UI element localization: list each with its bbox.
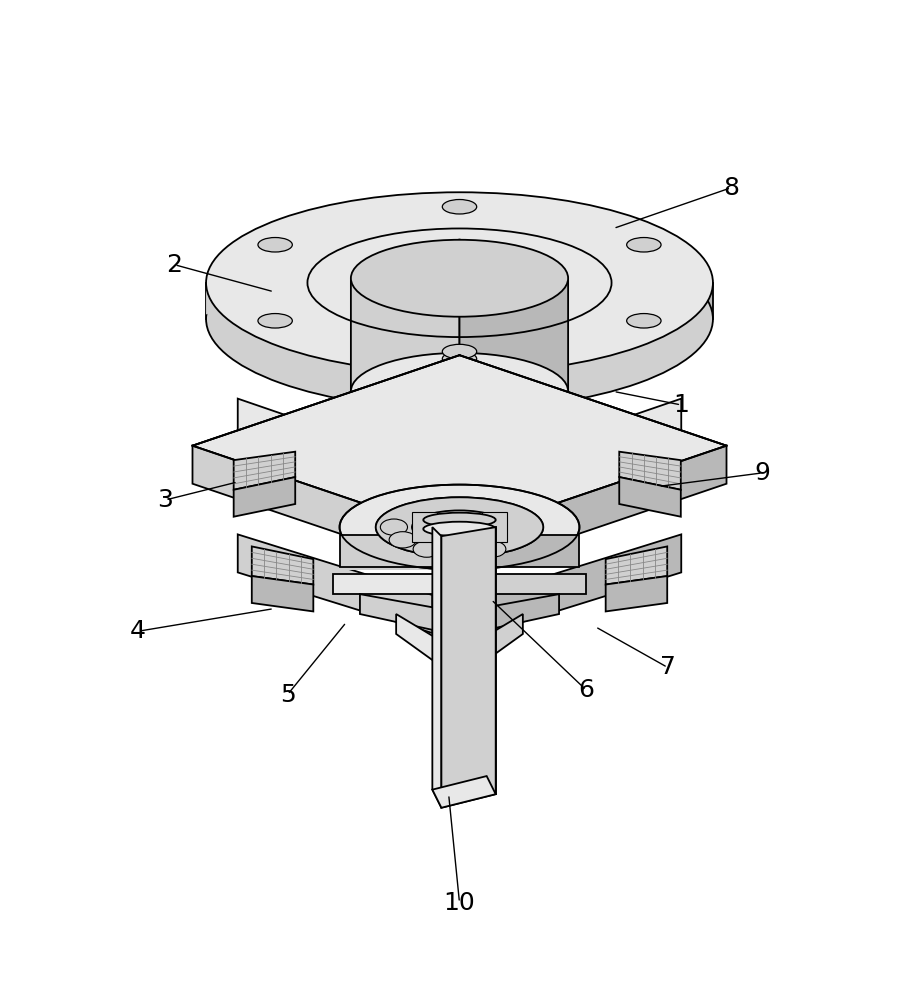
Polygon shape xyxy=(441,527,495,808)
Ellipse shape xyxy=(206,192,713,373)
Ellipse shape xyxy=(340,485,579,570)
Polygon shape xyxy=(460,446,727,574)
Ellipse shape xyxy=(206,228,713,409)
Ellipse shape xyxy=(627,238,661,252)
Ellipse shape xyxy=(380,519,407,535)
Text: 3: 3 xyxy=(157,488,174,512)
Polygon shape xyxy=(340,538,460,570)
Ellipse shape xyxy=(442,352,477,366)
Text: 1: 1 xyxy=(674,393,689,417)
Polygon shape xyxy=(206,283,224,319)
Ellipse shape xyxy=(412,510,507,544)
Polygon shape xyxy=(233,477,295,517)
Polygon shape xyxy=(238,399,414,548)
Text: 7: 7 xyxy=(660,655,675,679)
Polygon shape xyxy=(559,278,568,391)
Ellipse shape xyxy=(442,344,477,359)
Ellipse shape xyxy=(258,314,292,328)
Ellipse shape xyxy=(479,541,505,557)
Ellipse shape xyxy=(414,541,440,557)
Ellipse shape xyxy=(389,532,416,548)
Polygon shape xyxy=(412,512,437,542)
Polygon shape xyxy=(487,534,681,633)
Ellipse shape xyxy=(424,522,495,536)
Polygon shape xyxy=(460,574,586,594)
Polygon shape xyxy=(340,535,460,567)
Ellipse shape xyxy=(376,497,543,557)
Polygon shape xyxy=(482,512,507,542)
Ellipse shape xyxy=(376,497,543,557)
Polygon shape xyxy=(460,240,568,391)
Polygon shape xyxy=(695,283,713,319)
Polygon shape xyxy=(333,574,460,594)
Ellipse shape xyxy=(424,513,495,527)
Ellipse shape xyxy=(446,544,473,561)
Text: 5: 5 xyxy=(279,683,295,707)
Polygon shape xyxy=(252,546,313,585)
Text: 2: 2 xyxy=(166,253,182,277)
Polygon shape xyxy=(432,527,441,808)
Polygon shape xyxy=(619,452,681,490)
Polygon shape xyxy=(606,576,667,611)
Ellipse shape xyxy=(442,200,477,214)
Ellipse shape xyxy=(258,238,292,252)
Polygon shape xyxy=(460,614,523,680)
Polygon shape xyxy=(206,192,460,314)
Polygon shape xyxy=(192,355,727,536)
Polygon shape xyxy=(460,535,579,567)
Polygon shape xyxy=(396,614,460,680)
Text: 10: 10 xyxy=(444,891,475,915)
Polygon shape xyxy=(351,240,460,391)
Text: 9: 9 xyxy=(754,461,771,485)
Ellipse shape xyxy=(351,240,568,317)
Polygon shape xyxy=(252,576,313,611)
Ellipse shape xyxy=(627,314,661,328)
Text: 4: 4 xyxy=(130,619,146,643)
Ellipse shape xyxy=(351,353,568,430)
Polygon shape xyxy=(360,594,460,636)
Polygon shape xyxy=(619,477,681,517)
Polygon shape xyxy=(505,399,681,548)
Polygon shape xyxy=(233,452,295,490)
Text: 6: 6 xyxy=(578,678,595,702)
Polygon shape xyxy=(432,776,495,808)
Polygon shape xyxy=(460,594,559,636)
Polygon shape xyxy=(192,446,460,574)
Polygon shape xyxy=(238,534,432,633)
Text: 8: 8 xyxy=(723,176,739,200)
Polygon shape xyxy=(351,278,360,391)
Polygon shape xyxy=(606,546,667,585)
